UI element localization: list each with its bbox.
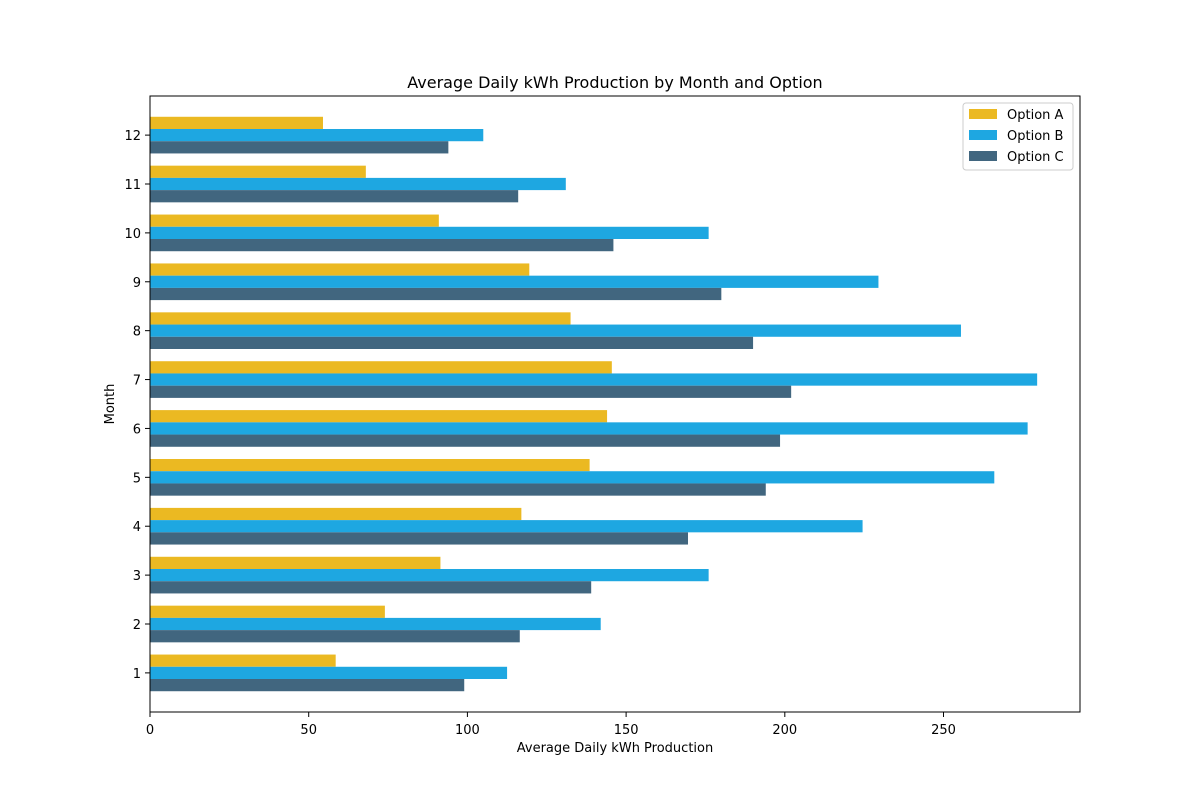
y-tick-label: 2	[133, 618, 141, 633]
x-tick-label: 100	[455, 723, 480, 738]
bar-option-a-month-5	[150, 459, 590, 472]
bar-option-b-month-10	[150, 226, 709, 239]
x-tick-label: 200	[772, 723, 797, 738]
bar-option-a-month-6	[150, 410, 608, 423]
bar-option-c-month-7	[150, 385, 792, 398]
bar-option-c-month-3	[150, 581, 592, 594]
legend-swatch	[969, 151, 997, 161]
legend-label: Option C	[1007, 150, 1064, 165]
bar-option-c-month-1	[150, 679, 465, 692]
bar-option-a-month-11	[150, 165, 366, 178]
bar-option-a-month-9	[150, 263, 530, 276]
bar-option-a-month-12	[150, 116, 323, 129]
y-tick-label: 12	[124, 129, 141, 144]
bar-option-b-month-6	[150, 422, 1028, 435]
bar-option-b-month-8	[150, 324, 961, 337]
legend-swatch	[969, 109, 997, 119]
bar-option-c-month-2	[150, 630, 520, 643]
plot-frame	[149, 95, 1081, 713]
y-axis-label: Month	[103, 384, 118, 425]
x-tick-label: 50	[300, 723, 317, 738]
y-tick-label: 10	[124, 227, 141, 242]
bar-option-a-month-1	[150, 654, 336, 667]
bar-option-b-month-2	[150, 617, 601, 631]
bars-layer	[150, 116, 1038, 692]
chart-title: Average Daily kWh Production by Month an…	[407, 73, 822, 92]
legend-swatch	[969, 130, 997, 140]
legend-label: Option A	[1007, 108, 1064, 123]
legend: Option A Option B Option C	[962, 102, 1074, 171]
bar-option-b-month-12	[150, 129, 484, 142]
bar-option-c-month-11	[150, 190, 519, 203]
y-tick-label: 11	[124, 178, 141, 193]
bar-option-a-month-7	[150, 361, 612, 374]
bar-option-b-month-7	[150, 373, 1038, 386]
y-tick-label: 7	[133, 374, 141, 389]
bar-option-c-month-12	[150, 141, 449, 154]
y-tick-label: 1	[133, 667, 141, 682]
bar-option-b-month-9	[150, 275, 879, 288]
bar-option-b-month-3	[150, 569, 709, 582]
bar-option-a-month-8	[150, 312, 571, 325]
x-tick-label: 0	[146, 723, 154, 738]
bar-option-a-month-2	[150, 605, 385, 618]
bar-option-c-month-4	[150, 532, 689, 545]
x-axis-label: Average Daily kWh Production	[517, 741, 713, 756]
bar-option-c-month-6	[150, 434, 781, 447]
bar-option-b-month-4	[150, 520, 863, 533]
y-tick-label: 8	[133, 325, 141, 340]
bar-option-c-month-10	[150, 239, 614, 252]
bar-option-a-month-4	[150, 507, 522, 521]
y-tick-label: 5	[133, 471, 141, 486]
bar-option-a-month-10	[150, 214, 439, 227]
x-tick-label: 250	[931, 723, 956, 738]
y-tick-label: 4	[133, 520, 141, 535]
bar-option-c-month-5	[150, 483, 766, 496]
y-tick-label: 6	[133, 422, 141, 437]
bar-option-c-month-9	[150, 287, 722, 301]
bar-option-b-month-11	[150, 177, 566, 191]
y-tick-label: 3	[133, 569, 141, 584]
x-axis: 0 50 100 150 200 250	[146, 712, 956, 738]
bar-option-b-month-5	[150, 471, 995, 484]
bar-option-a-month-3	[150, 556, 441, 569]
x-tick-label: 150	[614, 723, 639, 738]
legend-label: Option B	[1007, 129, 1063, 144]
y-tick-label: 9	[133, 276, 141, 291]
bar-option-c-month-8	[150, 336, 754, 349]
bar-option-b-month-1	[150, 666, 508, 679]
